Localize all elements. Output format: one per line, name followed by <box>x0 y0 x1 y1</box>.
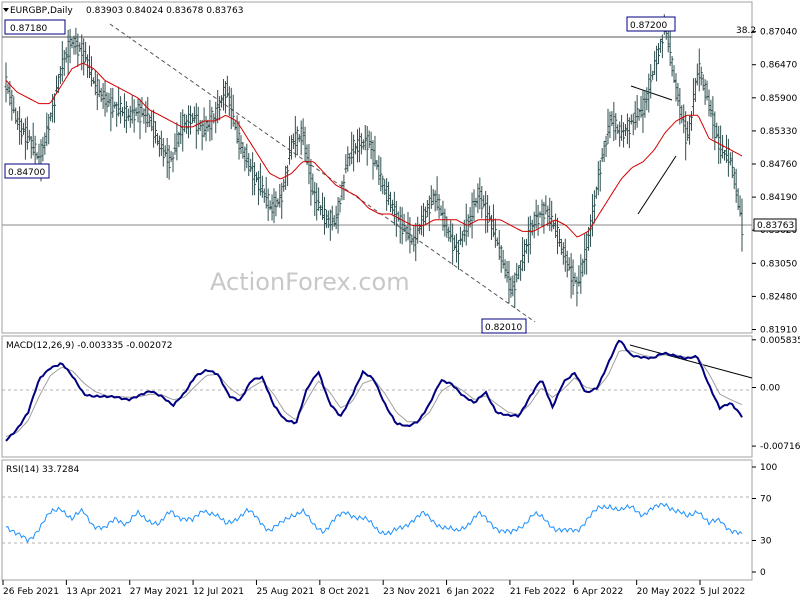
fib-38-label: 38.2 <box>736 26 756 36</box>
macd-tick-label: 0.005835 <box>760 336 800 346</box>
macd-axis: 0.005835 0.00 -0.007166 <box>752 336 800 452</box>
date-tick-label: 25 Aug 2021 <box>256 587 314 597</box>
macd-tick-label: -0.007166 <box>760 442 800 452</box>
macd-panel-frame <box>1 335 753 458</box>
price-tick-label: 0.83050 <box>760 259 797 269</box>
macd-title: MACD(12,26,9) -0.003335 -0.002072 <box>6 341 172 351</box>
price-tick-label: 0.87040 <box>760 28 797 38</box>
date-tick-label: 13 Apr 2021 <box>66 587 122 597</box>
date-tick-label: 12 Jul 2021 <box>193 587 244 597</box>
rsi-line <box>5 502 743 544</box>
date-axis: 26 Feb 2021 13 Apr 2021 27 May 2021 12 Jul … <box>2 580 745 597</box>
date-tick-label: 26 Feb 2021 <box>3 587 59 597</box>
price-tick-label: 0.86470 <box>760 61 797 71</box>
rsi-tick-label: 70 <box>760 495 772 505</box>
rsi-tick-label: 100 <box>760 463 777 473</box>
moving-average-line <box>5 62 743 238</box>
date-tick-label: 23 Nov 2021 <box>383 587 441 597</box>
macd-tick-label: 0.00 <box>760 384 780 394</box>
price-bars <box>4 14 744 309</box>
rsi-title: RSI(14) 33.7284 <box>6 465 79 475</box>
date-tick-label: 5 Jul 2022 <box>700 587 745 597</box>
dropdown-triangle-icon[interactable] <box>3 8 9 12</box>
macd-line <box>5 339 743 442</box>
price-axis: 0.87040 0.86470 0.85900 0.85330 0.84760 0.841… <box>752 28 797 336</box>
date-tick-label: 6 Jan 2022 <box>447 587 495 597</box>
macd-panel: 0.005835 0.00 -0.007166 MACD(12,26,9) -0.0… <box>1 335 800 458</box>
price-tick-label: 0.84190 <box>760 193 797 203</box>
label-0.82010: 0.82010 <box>481 318 527 334</box>
rsi-tick-label: 30 <box>760 537 772 547</box>
label-0.87180: 0.87180 <box>4 19 66 35</box>
price-title: EURGBP,Daily <box>10 6 73 16</box>
date-tick-label: 21 Feb 2022 <box>510 587 566 597</box>
price-tick-label: 0.85900 <box>760 94 797 104</box>
price-tick-label: 0.85330 <box>760 127 797 137</box>
label-0.87200-text: 0.87200 <box>630 21 667 31</box>
price-tick-label: 0.81910 <box>760 326 797 336</box>
price-tick-label: 0.84760 <box>760 160 797 170</box>
label-0.87180-text: 0.87180 <box>10 24 47 34</box>
date-tick-label: 8 Oct 2021 <box>320 587 370 597</box>
last-price-box <box>753 218 797 232</box>
signal-line <box>5 350 743 438</box>
rsi-tick-label: 0 <box>760 568 766 578</box>
price-panel: 0.87040 0.86470 0.85900 0.85330 0.84760 0.841… <box>1 1 797 336</box>
triangle-lower-line <box>637 155 677 215</box>
label-0.87200: 0.87200 <box>626 16 676 32</box>
date-tick-label: 20 May 2022 <box>637 587 696 597</box>
watermark: ActionForex.com <box>210 268 410 296</box>
date-tick-label: 27 May 2021 <box>130 587 189 597</box>
date-tick-label: 6 Apr 2022 <box>573 587 623 597</box>
label-0.84700-text: 0.84700 <box>8 168 45 178</box>
rsi-axis: 100 70 30 0 <box>752 463 777 578</box>
rsi-panel-frame <box>1 459 753 581</box>
price-tick-label: 0.82480 <box>760 292 797 302</box>
last-price-label: 0.83763 <box>757 221 794 231</box>
label-0.84700: 0.84700 <box>4 163 50 179</box>
macd-trendline <box>629 344 753 379</box>
triangle-upper-line <box>630 85 673 101</box>
price-ohlc: 0.83903 0.84024 0.83678 0.83763 <box>86 6 243 16</box>
label-0.82010-text: 0.82010 <box>485 323 522 333</box>
rsi-panel: 100 70 30 0 RSI(14) 33.7284 <box>1 459 777 581</box>
price-panel-frame <box>1 1 753 334</box>
trendline-descending <box>109 23 536 323</box>
